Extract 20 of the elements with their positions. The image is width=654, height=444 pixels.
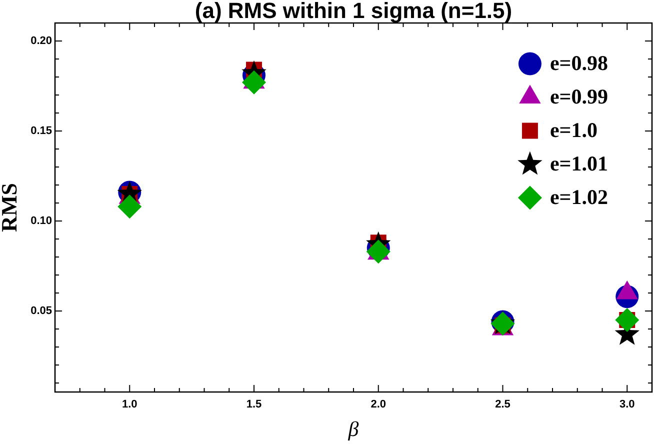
x-tick-label: 1.0 (122, 398, 138, 411)
legend-label: e=1.0 (550, 118, 598, 142)
legend-label: e=1.02 (550, 185, 608, 210)
legend-label: e=0.99 (550, 84, 608, 109)
y-tick-label: 0.05 (30, 305, 52, 318)
point (118, 194, 142, 219)
x-tick-label: 2.0 (370, 398, 386, 411)
y-tick-label: 0.20 (30, 35, 52, 48)
point (366, 240, 390, 264)
x-tick-label: 3.0 (619, 398, 635, 411)
y-tick-label: 0.15 (30, 125, 52, 138)
chart-title: (a) RMS within 1 sigma (n=1.5) (194, 0, 512, 24)
legend-label: e=0.98 (550, 51, 608, 76)
legend-label: e=1.01 (550, 152, 608, 176)
x-axis-title: β (347, 416, 360, 441)
y-axis-title: RMS (0, 183, 22, 232)
point (615, 308, 640, 332)
y-tick-label: 0.10 (30, 215, 52, 228)
x-tick-label: 2.5 (495, 398, 510, 411)
x-tick-label: 1.5 (246, 398, 262, 411)
